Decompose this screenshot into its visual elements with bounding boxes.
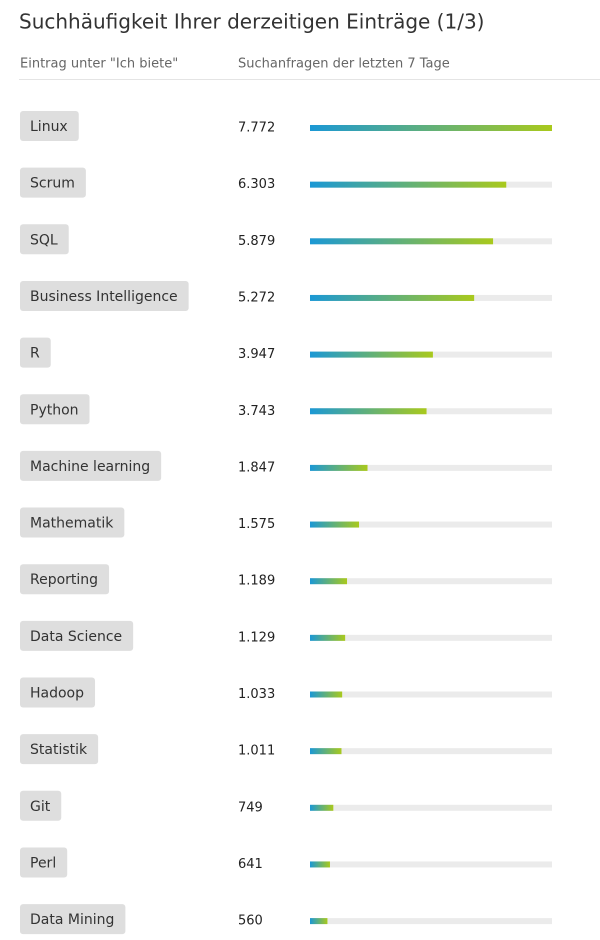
tag-label: Machine learning [30,459,150,475]
bar-track [310,861,552,868]
bar [310,804,334,811]
value-label: 749 [238,800,263,815]
tag-label: SQL [30,232,58,248]
bar-track [310,521,552,528]
tag-label: Statistik [30,742,88,758]
tag-label: Git [30,799,51,815]
bar-track [310,464,552,471]
tag-label: Perl [30,855,56,871]
tag-label: Scrum [30,176,75,192]
value-label: 1.575 [238,517,275,532]
bar [310,861,330,868]
value-label: 1.189 [238,574,275,589]
tag-box [20,450,162,481]
tag-box [20,167,86,198]
tag-box [20,790,62,821]
value-label: 1.011 [238,744,275,759]
bar-track [310,918,552,925]
value-label: 6.303 [238,177,275,192]
tag-box [20,337,51,368]
bar [310,238,494,245]
tag-label: Reporting [30,572,98,588]
bar [310,464,368,471]
bar [310,351,433,358]
tag-label: Data Science [30,629,122,645]
bar-track [310,408,552,415]
column-header: Suchanfragen der letzten 7 Tage [238,57,450,72]
tag-label: R [30,346,40,362]
bar [310,521,360,528]
bar [310,294,475,301]
value-label: 3.947 [238,347,275,362]
bar-track [310,578,552,585]
bar [310,125,552,131]
tag-box [20,677,96,708]
tag-label: Linux [30,119,68,135]
tag-label: Business Intelligence [30,289,178,305]
bar [310,408,427,415]
value-label: 5.879 [238,234,275,249]
value-label: 641 [238,857,263,872]
value-label: 1.033 [238,687,275,702]
value-label: 7.772 [238,121,275,136]
bar [310,181,507,188]
bar [310,634,346,641]
tag-box [20,734,99,765]
tag-label: Python [30,402,79,418]
tag-label: Mathematik [30,516,114,532]
tag-label: Data Mining [30,912,114,928]
value-label: 3.743 [238,404,275,419]
tag-label: Hadoop [30,686,84,702]
column-header: Eintrag unter "Ich biete" [20,57,178,72]
bar [310,918,328,925]
tag-box [20,620,134,651]
bar [310,578,348,585]
bar-track [310,634,552,641]
value-label: 1.847 [238,460,275,475]
bar-track [310,691,552,698]
tag-box [20,224,69,255]
tag-box [20,847,68,878]
bar [310,748,342,755]
value-label: 1.129 [238,630,275,645]
bar-track [310,748,552,755]
tag-box [20,394,90,425]
tag-box [20,564,110,595]
value-label: 5.272 [238,290,275,305]
value-label: 560 [238,914,263,929]
title: Suchhäufigkeit Ihrer derzeitigen Einträg… [19,10,484,34]
tag-box [20,111,79,141]
bar-track [310,804,552,811]
tag-box [20,280,189,311]
tag-box [20,507,125,538]
tag-box [20,904,126,935]
bar [310,691,343,698]
